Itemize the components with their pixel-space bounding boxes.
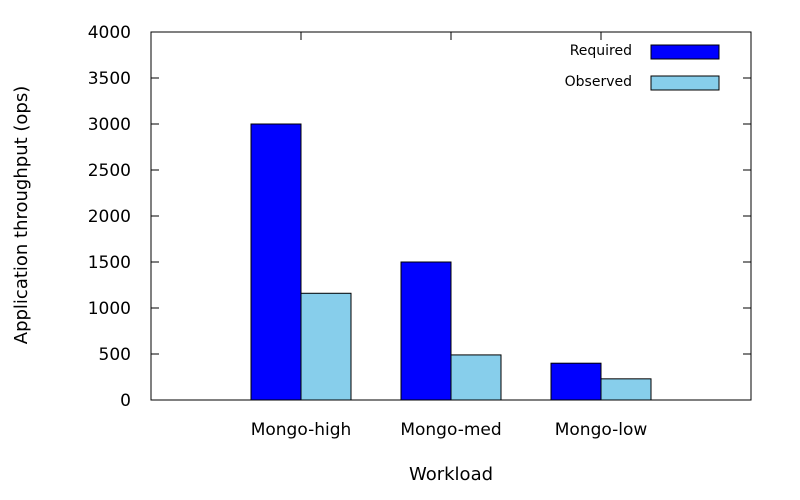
x-tick-label: Mongo-high [251,420,352,440]
y-tick-label: 0 [120,391,131,411]
y-tick-label: 2000 [88,207,131,227]
legend: Required Observed [565,43,720,91]
bars-group [250,123,652,401]
y-tick-label: 1000 [88,299,131,319]
bar-required-mongo-low [550,362,602,401]
y-tick-label: 500 [99,345,131,365]
x-tick-label: Mongo-low [555,420,648,440]
y-tick-label: 3000 [88,115,131,135]
legend-label: Observed [565,74,632,90]
bar-observed-mongo-low [600,378,652,401]
legend-label: Required [570,43,632,59]
legend-swatch-observed [650,75,720,91]
bar-observed-mongo-med [450,354,502,401]
legend-swatch-required [650,44,720,60]
x-tick-labels: Mongo-high Mongo-med Mongo-low [251,420,648,440]
bar-required-mongo-med [400,261,452,401]
bar-observed-mongo-high [300,292,352,401]
y-axis-title: Application throughput (ops) [11,86,32,345]
y-tick-label: 3500 [88,69,131,89]
y-tick-label: 1500 [88,253,131,273]
bar-required-mongo-high [250,123,302,401]
y-tick-label: 2500 [88,161,131,181]
x-tick-label: Mongo-med [400,420,501,440]
x-axis-title: Workload [409,464,493,485]
y-tick-label: 4000 [88,23,131,43]
ticks-group [151,31,751,401]
y-tick-labels: 0 500 1000 1500 2000 2500 3000 3500 4000 [88,23,131,411]
